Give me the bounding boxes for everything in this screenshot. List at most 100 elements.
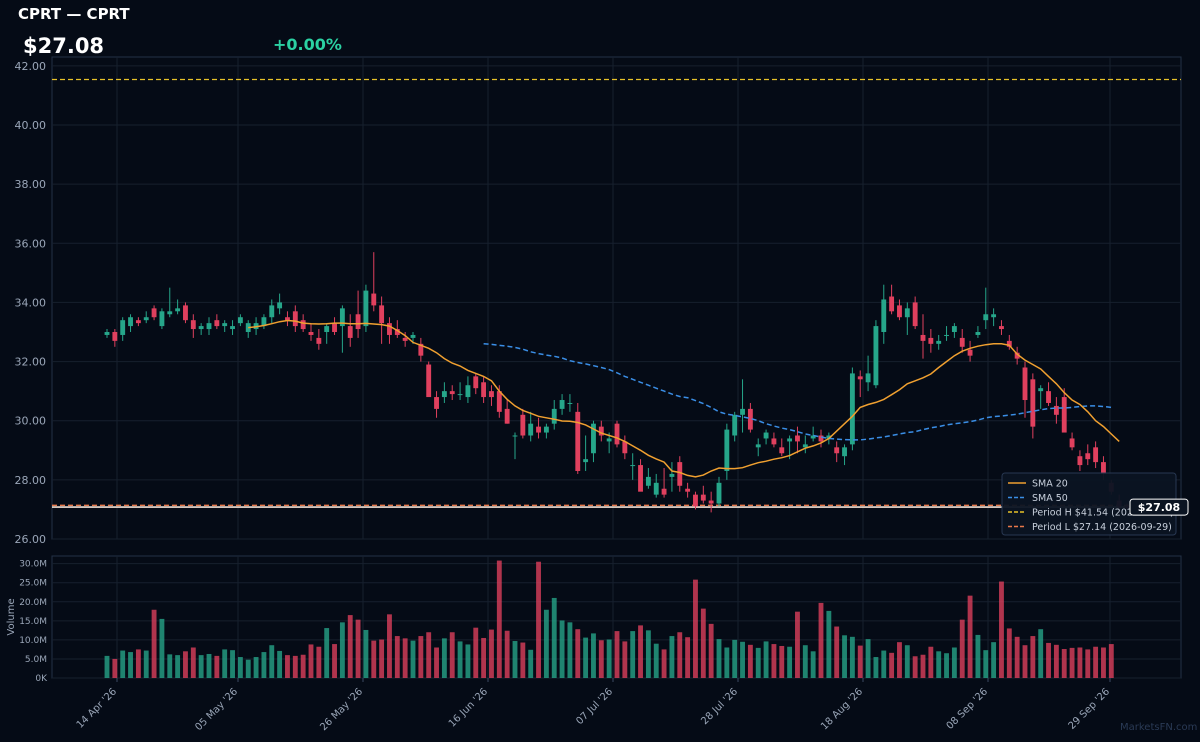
volume-bar bbox=[912, 656, 918, 678]
candle-body bbox=[1069, 438, 1075, 448]
candle-body bbox=[904, 308, 910, 318]
candle-body bbox=[967, 349, 973, 356]
candle-body bbox=[120, 320, 126, 335]
volume-tick-label: 30.0M bbox=[19, 560, 47, 570]
volume-bar bbox=[591, 633, 596, 678]
candle-body bbox=[128, 317, 133, 327]
candle-body bbox=[528, 423, 534, 436]
candle-body bbox=[716, 482, 722, 504]
volume-bar bbox=[724, 647, 730, 678]
candle-body bbox=[693, 494, 698, 507]
candle-body bbox=[857, 376, 863, 380]
volume-bar bbox=[481, 637, 487, 678]
candle-body bbox=[1046, 391, 1051, 403]
volume-bar bbox=[363, 629, 369, 678]
candle-body bbox=[441, 391, 447, 398]
volume-bar bbox=[575, 629, 581, 678]
candle-body bbox=[1061, 397, 1067, 433]
price-tick-label: 32.00 bbox=[15, 356, 47, 369]
volume-bar bbox=[434, 647, 439, 678]
volume-bar bbox=[1069, 647, 1075, 678]
volume-tick-label: 15.0M bbox=[19, 617, 47, 627]
volume-bar bbox=[269, 645, 275, 678]
volume-tick-label: 0K bbox=[35, 674, 48, 684]
volume-bar bbox=[410, 640, 416, 678]
volume-bar bbox=[614, 631, 620, 678]
volume-bar bbox=[237, 657, 243, 678]
candle-body bbox=[481, 382, 487, 398]
x-tick-label: 29 Sep '26 bbox=[1067, 686, 1113, 732]
candle-body bbox=[402, 337, 408, 341]
candle-body bbox=[371, 293, 377, 306]
volume-bar bbox=[324, 628, 330, 678]
candle-body bbox=[237, 317, 243, 324]
candle-body bbox=[881, 299, 887, 333]
volume-bar bbox=[536, 561, 541, 678]
volume-bar bbox=[135, 649, 141, 678]
x-tick-label: 05 May '26 bbox=[193, 686, 240, 733]
candle-body bbox=[504, 408, 510, 424]
candle-body bbox=[763, 432, 769, 439]
volume-bar bbox=[653, 643, 659, 678]
volume-bar bbox=[316, 646, 322, 678]
volume-bar bbox=[332, 644, 337, 678]
candle-body bbox=[614, 423, 620, 445]
price-tick-label: 36.00 bbox=[15, 237, 47, 250]
candle-body bbox=[339, 308, 345, 327]
volume-bar bbox=[214, 655, 220, 678]
candle-body bbox=[261, 317, 267, 327]
candle-body bbox=[1101, 462, 1106, 474]
x-tick-label: 16 Jun '26 bbox=[447, 686, 490, 729]
legend-entry: Period H $41.54 (2026-01-26) bbox=[1032, 508, 1174, 519]
candle-body bbox=[473, 376, 479, 389]
volume-bar bbox=[716, 639, 722, 678]
volume-bar bbox=[1061, 649, 1067, 678]
last-price-tag-label: $27.08 bbox=[1138, 501, 1180, 514]
last-price-tag-box bbox=[1129, 498, 1189, 516]
volume-bar bbox=[834, 626, 840, 678]
candle-body bbox=[489, 391, 494, 398]
candle-body bbox=[300, 320, 306, 330]
volume-bar bbox=[261, 652, 267, 678]
volume-bar bbox=[285, 655, 290, 678]
volume-bar bbox=[402, 638, 408, 678]
volume-bar bbox=[763, 641, 769, 678]
volume-bar bbox=[810, 651, 816, 678]
volume-bar bbox=[528, 649, 534, 678]
volume-bar bbox=[104, 655, 110, 678]
candle-body bbox=[889, 296, 895, 312]
candle-body bbox=[167, 311, 173, 315]
candle-body bbox=[653, 482, 659, 495]
x-tick-label: 14 Apr '26 bbox=[75, 686, 119, 730]
volume-bar bbox=[661, 649, 667, 678]
candle-body bbox=[394, 329, 400, 335]
candle-body bbox=[779, 447, 785, 454]
volume-bar bbox=[245, 659, 251, 678]
x-tick-label: 18 Aug '26 bbox=[819, 686, 865, 732]
x-tick-label: 26 May '26 bbox=[318, 686, 365, 733]
volume-bar bbox=[1006, 628, 1012, 678]
volume-bar bbox=[779, 645, 785, 678]
chart-title: CPRT — CPRT bbox=[18, 5, 130, 23]
candle-body bbox=[426, 364, 432, 398]
volume-bar bbox=[889, 652, 895, 678]
volume-bar bbox=[379, 639, 385, 678]
volume-bar bbox=[755, 647, 761, 678]
candle-body bbox=[583, 459, 589, 463]
volume-bar bbox=[394, 636, 400, 678]
volume-bar bbox=[159, 618, 165, 678]
volume-bar bbox=[1101, 647, 1106, 678]
volume-bar bbox=[449, 632, 455, 678]
x-tick-label: 07 Jul '26 bbox=[574, 686, 615, 727]
volume-bar bbox=[308, 644, 314, 678]
volume-bar bbox=[1014, 636, 1020, 678]
candle-body bbox=[975, 332, 981, 335]
candle-body bbox=[787, 438, 793, 442]
candle-body bbox=[842, 447, 847, 457]
price-tick-label: 38.00 bbox=[15, 178, 47, 191]
candle-body bbox=[496, 391, 502, 412]
candle-body bbox=[834, 447, 840, 454]
volume-bar bbox=[1038, 629, 1044, 678]
volume-bar bbox=[944, 653, 949, 678]
volume-bar bbox=[206, 653, 212, 678]
